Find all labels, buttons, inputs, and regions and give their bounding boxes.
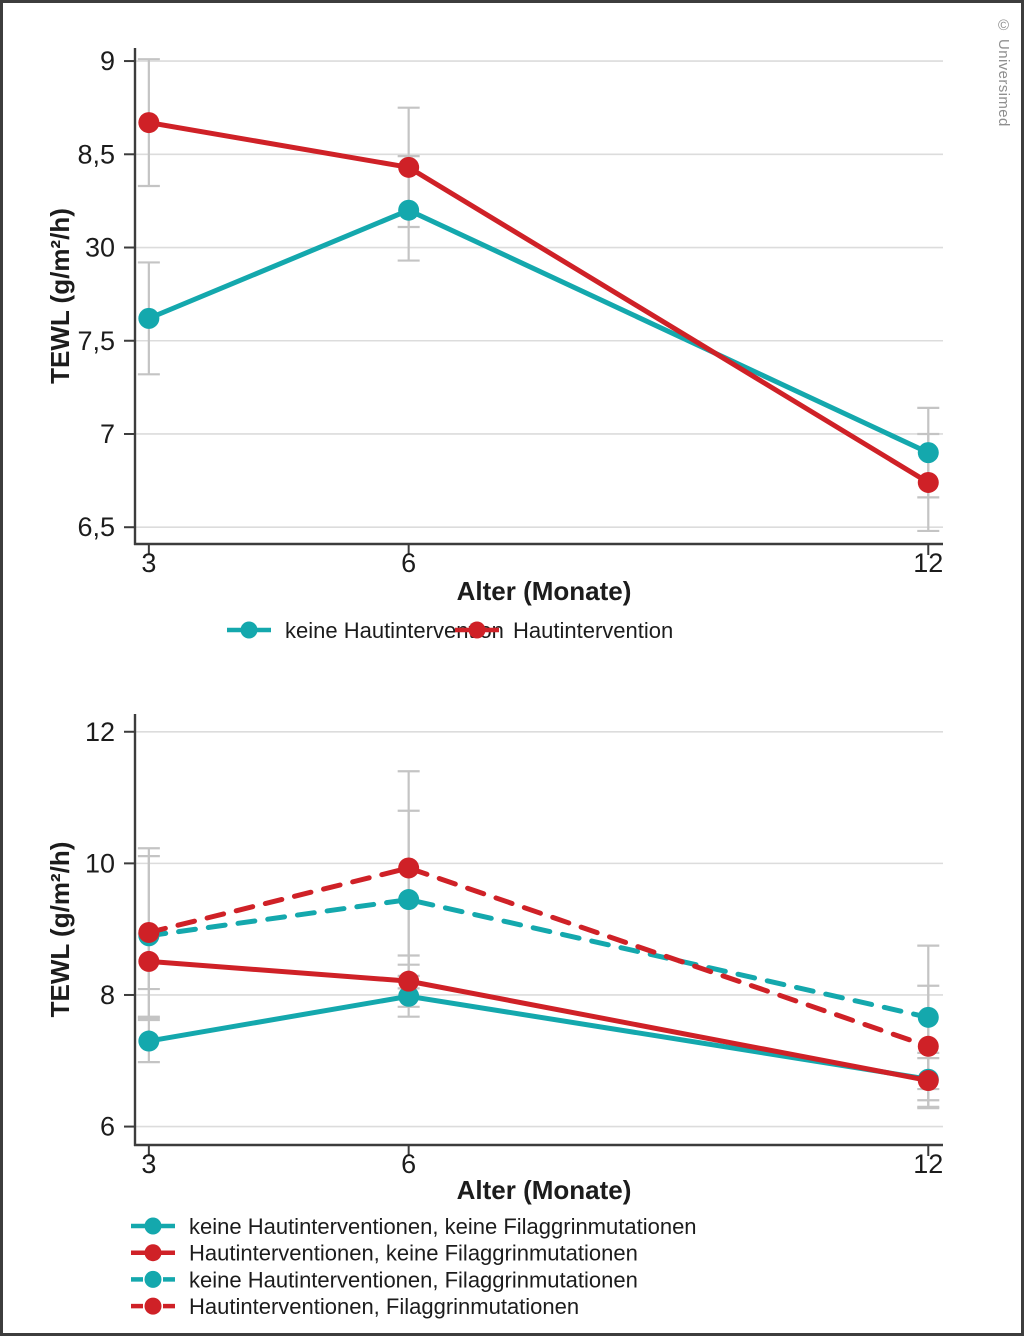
data-point (917, 1070, 939, 1092)
legend-label: keine Hautinterventionen, keine Filaggri… (189, 1214, 697, 1239)
gridlines (135, 730, 943, 1128)
y-tick-label: 30 (85, 233, 115, 263)
series-line (138, 985, 939, 1090)
y-axis-title: TEWL (g/m²/h) (45, 208, 75, 384)
data-point (398, 857, 420, 879)
series-path (146, 120, 931, 485)
x-tick-label: 12 (913, 1149, 943, 1179)
data-point (917, 1035, 939, 1057)
axes: 9 8,5 30 7,5 7 6,5 3 6 12 (77, 46, 943, 578)
data-point (917, 471, 939, 493)
y-tick-label: 8,5 (77, 139, 115, 169)
x-tick-label: 3 (141, 1149, 156, 1179)
x-tick-label: 6 (401, 1149, 416, 1179)
top-chart: 9 8,5 30 7,5 7 6,5 3 6 12 Alter (Monate) TEWL (g/m… (45, 46, 943, 643)
y-tick-label: 9 (100, 46, 115, 76)
x-tick-label: 3 (141, 548, 156, 578)
data-point (398, 199, 420, 221)
x-axis-title: Alter (Monate) (457, 1175, 632, 1205)
y-tick-label: 6 (100, 1112, 115, 1142)
x-axis-title: Alter (Monate) (457, 576, 632, 606)
y-tick-label: 12 (85, 717, 115, 747)
data-point (398, 889, 420, 911)
data-point (138, 307, 160, 329)
legend-dot (144, 1297, 162, 1315)
data-point (398, 985, 420, 1007)
y-tick-label: 10 (85, 848, 115, 878)
legend-dot (144, 1244, 162, 1262)
series-line (138, 112, 939, 493)
y-axis-title: TEWL (g/m²/h) (45, 842, 75, 1018)
legend-dot (468, 621, 486, 639)
data-point (917, 1006, 939, 1028)
data-point (138, 112, 160, 134)
x-tick-label: 12 (913, 548, 943, 578)
error-bars (137, 58, 940, 533)
legend-label: keine Hautinterventionen, Filaggrinmutat… (189, 1267, 638, 1292)
series-line (138, 950, 939, 1092)
y-tick-label: 7 (100, 419, 115, 449)
legend-label: Hautinterventionen, keine Filaggrinmutat… (189, 1241, 638, 1266)
copyright-label: © Universimed (995, 17, 1012, 127)
y-tick-label: 8 (100, 980, 115, 1010)
legend: keine Hautinterventionen, keine Filaggri… (131, 1214, 697, 1319)
series-line (138, 857, 939, 1057)
gridlines (135, 60, 943, 529)
series-path (146, 897, 931, 1020)
y-tick-label: 7,5 (77, 326, 115, 356)
y-tick-label: 6,5 (77, 512, 115, 542)
legend-label: Hautintervention (513, 618, 673, 643)
legend-dot (240, 621, 258, 639)
legend-dot (144, 1217, 162, 1235)
legend: keine Hautintervention Hautintervention (227, 618, 673, 643)
data-point (398, 970, 420, 992)
data-point (138, 1030, 160, 1052)
data-point (138, 921, 160, 943)
x-tick-label: 6 (401, 548, 416, 578)
legend-dot (144, 1270, 162, 1288)
legend-label: Hautinterventionen, Filaggrinmutationen (189, 1294, 579, 1319)
data-point (138, 950, 160, 972)
data-point (917, 442, 939, 464)
series-line (138, 199, 939, 464)
data-point (398, 156, 420, 178)
